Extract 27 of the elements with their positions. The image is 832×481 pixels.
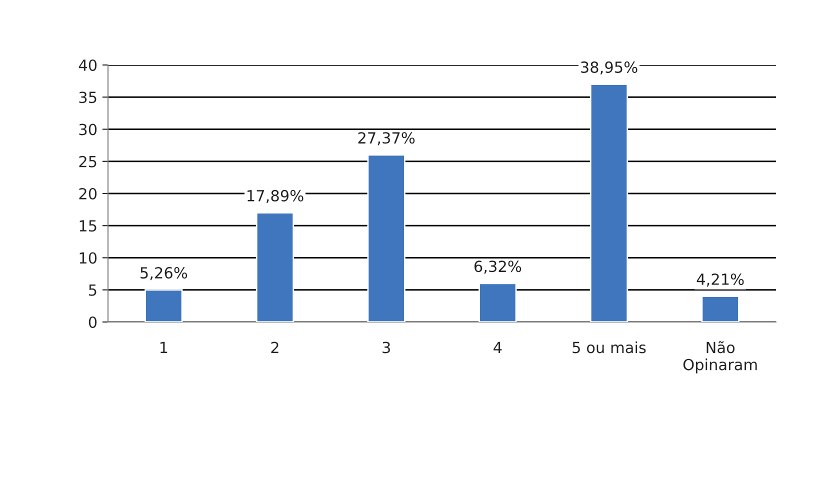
bar: [144, 289, 183, 322]
bar: [367, 154, 406, 322]
x-tick-label: 1: [160, 342, 168, 354]
x-tick-label: 5 ou mais: [572, 341, 646, 354]
x-tick-label: 3: [382, 342, 390, 354]
y-tick-label: 0: [88, 316, 97, 328]
y-tick-label: 30: [79, 124, 97, 136]
y-tick-label: 40: [78, 59, 97, 72]
text: 38,95%: [581, 61, 638, 75]
y-tick-label: 15: [80, 220, 96, 232]
text: 17,89%: [248, 190, 304, 204]
y-tick-label: 10: [80, 252, 97, 264]
y-tick-label: 20: [79, 188, 97, 200]
y-tick-label: 25: [79, 156, 96, 168]
bar: [701, 296, 740, 322]
x-tick-label: 4: [494, 342, 502, 354]
x-tick-label: Não Opinaram: [683, 341, 757, 374]
bar: [478, 282, 517, 322]
bar: [256, 212, 294, 322]
text: 4,21%: [696, 273, 744, 287]
bar: [590, 84, 628, 322]
text: 5,26%: [140, 267, 188, 280]
text: 27,37%: [358, 132, 415, 146]
y-tick-label: 5: [89, 284, 96, 296]
y-tick-label: 35: [79, 92, 96, 104]
text: 6,32%: [474, 260, 522, 274]
x-tick-label: 2: [271, 342, 278, 354]
